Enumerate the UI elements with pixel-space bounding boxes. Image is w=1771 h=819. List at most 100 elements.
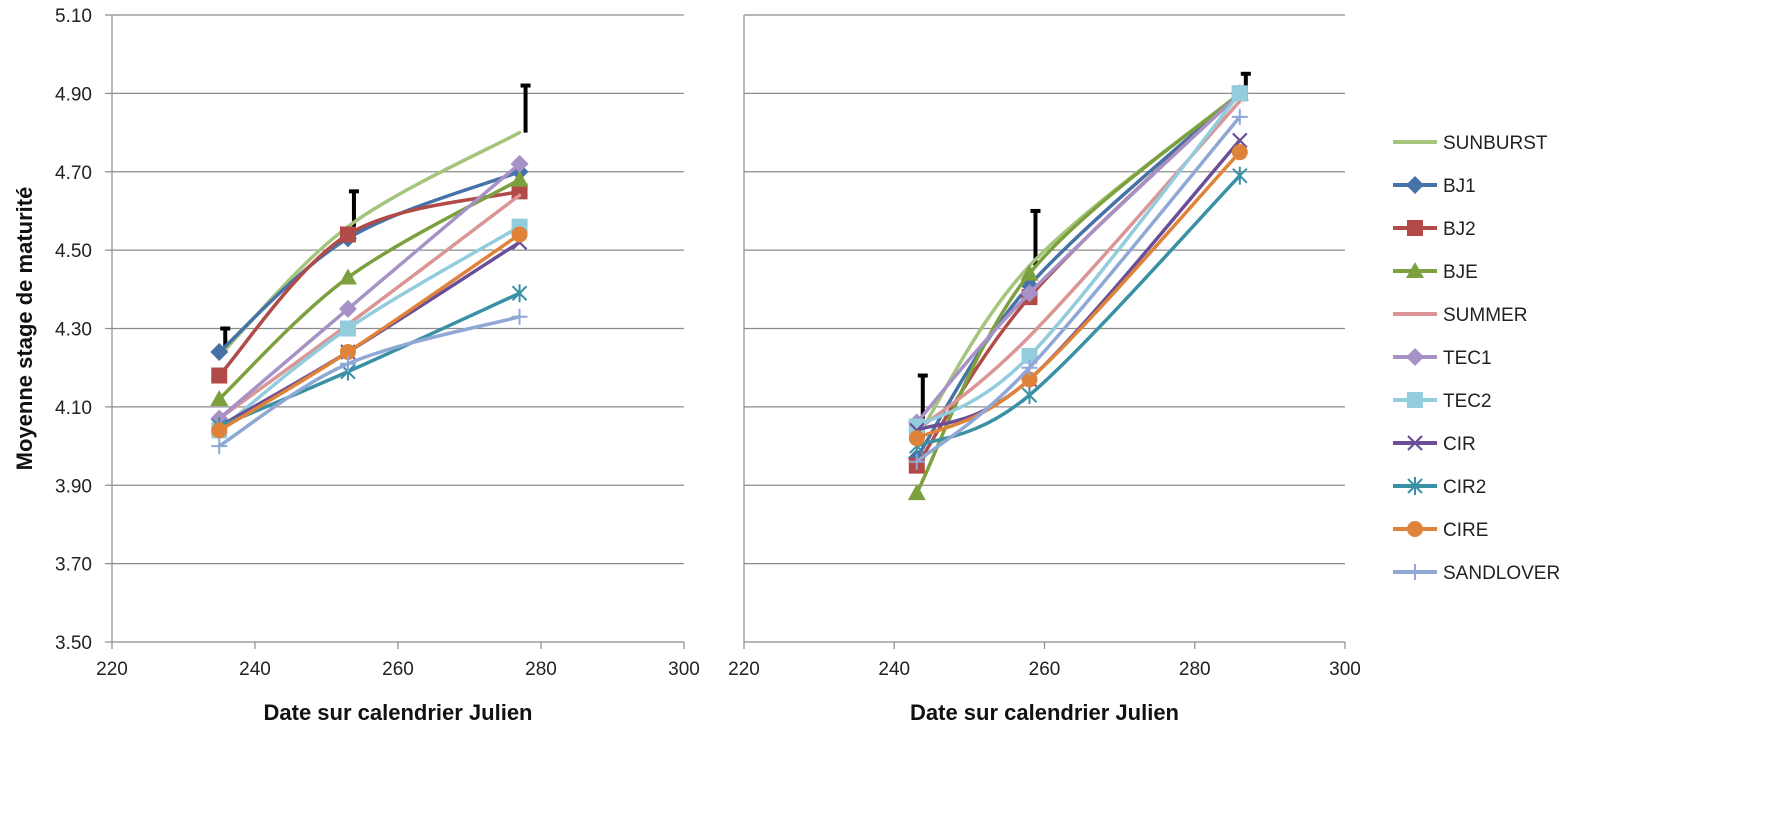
data-point-bje [907, 484, 926, 501]
series-line-bj2 [915, 91, 1242, 468]
legend-marker [1407, 220, 1423, 236]
series-tec1 [210, 154, 529, 428]
data-point-tec2 [1231, 85, 1248, 102]
error-bar [520, 83, 531, 133]
legend-label: CIR [1443, 434, 1476, 455]
series-line-tec2 [915, 91, 1242, 429]
data-point-cire [1021, 371, 1038, 388]
data-point-sandlover [1021, 359, 1038, 376]
x-tick-label: 220 [96, 659, 128, 680]
legend-item-cire: CIRE [1393, 520, 1488, 541]
series-line-bj2 [217, 189, 522, 378]
x-tick-label: 220 [728, 659, 760, 680]
series-line-tec1 [217, 162, 522, 421]
legend-item-tec2: TEC2 [1393, 391, 1492, 412]
series-line-sunburst [217, 130, 522, 358]
legend-marker [1406, 176, 1424, 194]
x-tick-label: 280 [1179, 659, 1211, 680]
data-point-sandlover [908, 453, 925, 470]
x-axis-title: Date sur calendrier Julien [910, 700, 1179, 725]
legend-marker [1406, 262, 1424, 278]
series-cire [211, 226, 528, 439]
legend-label: BJ1 [1443, 176, 1476, 197]
data-point-bj2 [511, 183, 528, 200]
legend-item-bj1: BJ1 [1393, 176, 1476, 197]
error-bar [1030, 208, 1041, 266]
data-point-cir2 [511, 284, 528, 303]
data-point-tec1 [510, 154, 529, 173]
data-point-cire [339, 344, 356, 361]
series-cire [908, 144, 1248, 447]
legend-label: SUMMER [1443, 305, 1527, 326]
series-sunburst [217, 130, 522, 358]
data-point-sandlover [1231, 108, 1248, 125]
legend-item-sunburst: SUNBURST [1393, 133, 1548, 154]
legend-label: TEC1 [1443, 348, 1492, 369]
y-tick-label: 3.50 [55, 633, 92, 654]
series-sandlover [211, 308, 528, 455]
legend-marker [1407, 435, 1423, 451]
y-tick-label: 4.50 [55, 241, 92, 262]
series-line-cir [217, 240, 522, 429]
y-tick-label: 4.10 [55, 398, 92, 419]
legend-item-bj2: BJ2 [1393, 219, 1476, 240]
y-tick-label: 3.90 [55, 476, 92, 497]
data-point-bj2 [339, 226, 356, 243]
series-tec1 [907, 84, 1249, 432]
legend-label: CIRE [1443, 520, 1488, 541]
data-point-tec2 [339, 320, 356, 337]
data-point-cire [1231, 144, 1248, 161]
data-point-bje [338, 268, 357, 285]
data-point-cir2 [1232, 166, 1248, 185]
legend-item-summer: SUMMER [1393, 305, 1527, 326]
data-point-sandlover [511, 308, 528, 325]
data-point-cire [908, 430, 925, 447]
x-tick-label: 300 [1329, 659, 1361, 680]
data-point-sandlover [339, 355, 356, 372]
legend-label: SANDLOVER [1443, 563, 1560, 584]
data-point-cire [211, 422, 228, 439]
legend-marker [1407, 521, 1423, 537]
chart-legend: SUNBURST BJ1 BJ2 BJE SUMMER TEC1 TEC2 CIR CIR2 CI… [1393, 133, 1560, 584]
y-tick-label: 4.30 [55, 320, 92, 341]
y-axis-title: Moyenne stage de maturité [12, 187, 37, 471]
x-axis-title: Date sur calendrier Julien [264, 700, 533, 725]
right-chart-panel: 220 240 260 280 300 Date sur calendrier Julie… [728, 14, 1361, 725]
x-tick-label: 300 [668, 659, 700, 680]
data-point-bje [1020, 264, 1039, 281]
series-line-tec1 [915, 91, 1242, 425]
y-tick-label: 4.90 [55, 84, 92, 105]
legend-label: TEC2 [1443, 391, 1492, 412]
legend-label: CIR2 [1443, 477, 1486, 498]
legend-marker [1407, 477, 1423, 495]
x-tick-label: 260 [1029, 659, 1061, 680]
series-bj2 [908, 85, 1248, 474]
data-point-cire [511, 226, 528, 243]
left-chart-panel: 220 240 260 280 300 3.50 3.70 3.90 4.10 4.30 4.50 4… [12, 6, 700, 725]
data-point-tec1 [338, 299, 357, 318]
x-tick-label: 280 [525, 659, 557, 680]
x-tick-label: 240 [878, 659, 910, 680]
legend-item-bje: BJE [1393, 262, 1478, 283]
data-point-cir2 [1021, 386, 1038, 405]
series-line-cire [915, 150, 1242, 440]
y-tick-label: 4.70 [55, 163, 92, 184]
y-tick-label: 5.10 [55, 6, 92, 27]
legend-label: BJE [1443, 262, 1478, 283]
y-tick-label: 3.70 [55, 555, 92, 576]
legend-item-cir: CIR [1393, 434, 1476, 455]
data-point-bj1 [210, 343, 229, 362]
data-point-bje [510, 170, 529, 187]
data-point-tec1 [1020, 284, 1039, 303]
legend-marker [1407, 392, 1423, 408]
legend-item-cir2: CIR2 [1393, 477, 1486, 498]
data-point-sandlover [211, 438, 228, 455]
series-sandlover [908, 108, 1248, 470]
data-point-bj2 [211, 367, 228, 384]
legend-item-sandlover: SANDLOVER [1393, 563, 1560, 584]
legend-marker [1407, 564, 1423, 580]
data-point-bje [210, 390, 229, 407]
data-point-tec2 [1021, 347, 1038, 364]
data-point-cir [1232, 132, 1248, 149]
